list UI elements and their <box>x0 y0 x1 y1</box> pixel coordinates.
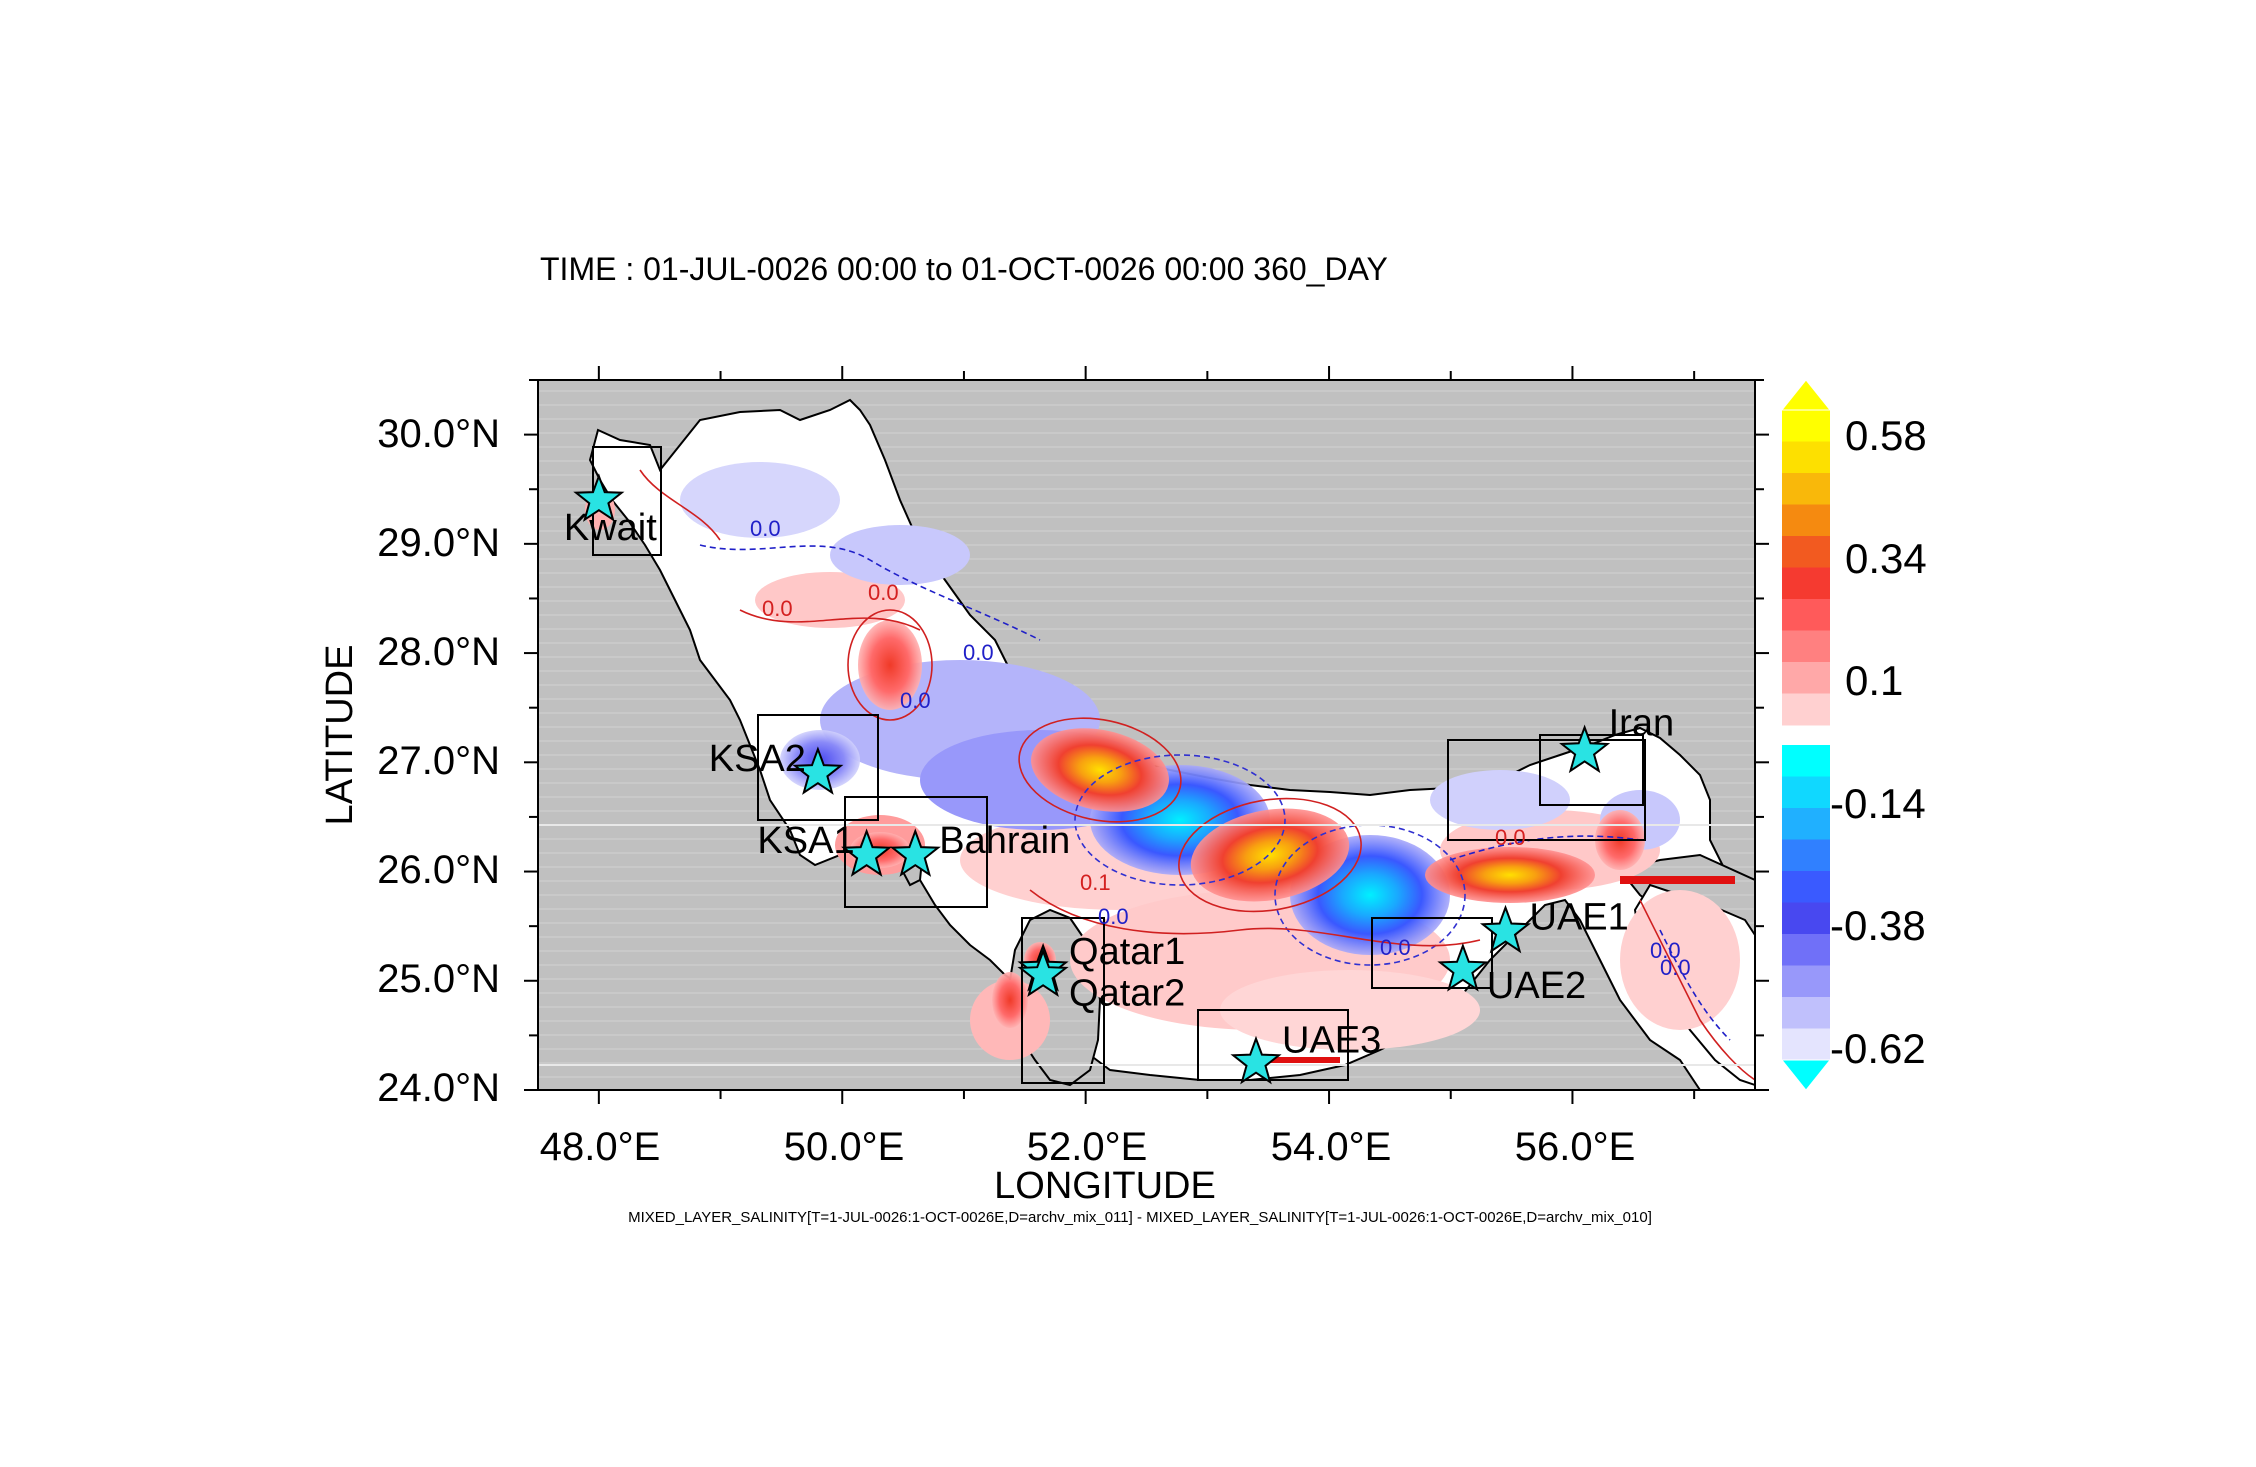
anomaly-cores <box>780 620 1645 1028</box>
y-tick-label: 29.0°N <box>377 521 500 565</box>
colorbar-swatch <box>1782 871 1830 903</box>
colorbar-swatch <box>1782 1028 1830 1061</box>
colorbar-label: 0.1 <box>1845 657 1903 704</box>
x-tick-label: 50.0°E <box>784 1125 905 1169</box>
x-tick-label: 48.0°E <box>540 1125 661 1169</box>
contour-label: 0.0 <box>1380 935 1411 960</box>
colorbar-negative <box>1782 745 1830 1061</box>
y-tick-label: 27.0°N <box>377 739 500 783</box>
y-tick-label: 24.0°N <box>377 1066 500 1110</box>
station-label: Qatar1 <box>1069 931 1185 973</box>
colorbar-swatch <box>1782 965 1830 998</box>
station-label: Kwait <box>564 507 657 549</box>
y-tick-label: 25.0°N <box>377 957 500 1001</box>
y-tick-label: 28.0°N <box>377 630 500 674</box>
plot-frame <box>537 379 1756 1091</box>
x-tick-label: 54.0°E <box>1271 1125 1392 1169</box>
x-tick-label: 56.0°E <box>1515 1125 1636 1169</box>
colorbar-label: 0.34 <box>1845 535 1927 582</box>
colorbar-swatch <box>1782 504 1830 537</box>
contour-label: 0.0 <box>750 516 781 541</box>
colorbar-swatch <box>1782 599 1830 631</box>
contour-label: 0.0 <box>1660 955 1691 980</box>
colorbar-bottom-arrow <box>1780 1059 1832 1091</box>
station-label: Iran <box>1609 702 1674 744</box>
contour-label: 0.0 <box>1495 825 1526 850</box>
colorbar-swatch <box>1782 567 1830 600</box>
plot-title: TIME : 01-JUL-0026 00:00 to 01-OCT-0026 … <box>540 251 1388 287</box>
station-star-icon <box>792 746 844 795</box>
contour-label: 0.0 <box>900 688 931 713</box>
station-label: KSA2 <box>709 738 806 780</box>
station-region-boxes <box>592 446 1646 1084</box>
colorbar-label: -0.38 <box>1830 902 1926 949</box>
station-star-icon <box>841 828 893 877</box>
colorbar-swatch <box>1782 997 1830 1029</box>
colorbar-top-arrow <box>1780 379 1832 411</box>
colorbar-swatch <box>1782 776 1830 809</box>
colorbar-swatch <box>1782 410 1830 442</box>
axis-ticks <box>524 366 1769 1104</box>
colorbar-swatch <box>1782 662 1830 694</box>
y-tick-label: 30.0°N <box>377 412 500 456</box>
station-star-icon <box>1017 948 1069 998</box>
contour-label: 0.1 <box>1080 870 1111 895</box>
x-tick-label: 52.0°E <box>1027 1125 1148 1169</box>
station-star-icon <box>1437 942 1489 992</box>
station-star-icon <box>573 473 625 522</box>
colorbar-swatch <box>1782 630 1830 663</box>
variable-footnote: MIXED_LAYER_SALINITY[T=1-JUL-0026:1-OCT-… <box>628 1209 1652 1226</box>
x-axis-label: LONGITUDE <box>994 1165 1216 1207</box>
contour-label: 0.0 <box>868 580 899 605</box>
x-tick-labels: 48.0°E 50.0°E 52.0°E 54.0°E 56.0°E <box>540 1125 1636 1169</box>
y-tick-labels: 30.0°N 29.0°N 28.0°N 27.0°N 26.0°N 25.0°… <box>377 412 500 1110</box>
station-label: Qatar2 <box>1069 972 1185 1014</box>
station-label: UAE1 <box>1530 897 1629 939</box>
colorbar-swatch <box>1782 934 1830 966</box>
colorbar-swatch <box>1782 839 1830 872</box>
station-label: Bahrain <box>939 820 1070 862</box>
contour-labels: 0.0 0.0 0.0 0.0 0.0 0.1 0.0 0.0 0.0 0.0 … <box>750 516 1691 980</box>
colorbar-label: -0.62 <box>1830 1025 1926 1072</box>
colorbar-swatch <box>1782 536 1830 568</box>
contour-label: 0.0 <box>1098 904 1129 929</box>
station-star-icon <box>889 828 941 877</box>
contour-label: 0.0 <box>762 596 793 621</box>
colorbar-label: -0.14 <box>1830 780 1926 827</box>
colorbar-label: 0.58 <box>1845 412 1927 459</box>
y-axis-label: LATITUDE <box>319 645 361 826</box>
colorbar-swatch <box>1782 473 1830 505</box>
station-label: UAE2 <box>1487 965 1586 1007</box>
colorbar-swatch <box>1782 441 1830 474</box>
colorbar-swatch <box>1782 693 1830 726</box>
colorbar-swatch <box>1782 808 1830 840</box>
colorbar: 0.58 0.34 0.1 -0.14 -0.38 -0.62 <box>1780 379 1927 1091</box>
station-star-icon <box>1559 724 1611 774</box>
contour-label: 0.0 <box>963 640 994 665</box>
colorbar-swatch <box>1782 902 1830 935</box>
colorbar-positive <box>1782 410 1830 726</box>
station-label: UAE3 <box>1282 1020 1381 1062</box>
colorbar-swatch <box>1782 745 1830 777</box>
y-tick-label: 26.0°N <box>377 848 500 892</box>
station-star-icon <box>1479 904 1532 954</box>
contour-label: 0.0 <box>1650 938 1681 963</box>
plot-area: 0.0 0.0 0.0 0.0 0.0 0.1 0.0 0.0 0.0 0.0 … <box>538 380 1755 1090</box>
station-star-icon <box>1230 1035 1282 1085</box>
station-label: KSA1 <box>757 820 854 862</box>
